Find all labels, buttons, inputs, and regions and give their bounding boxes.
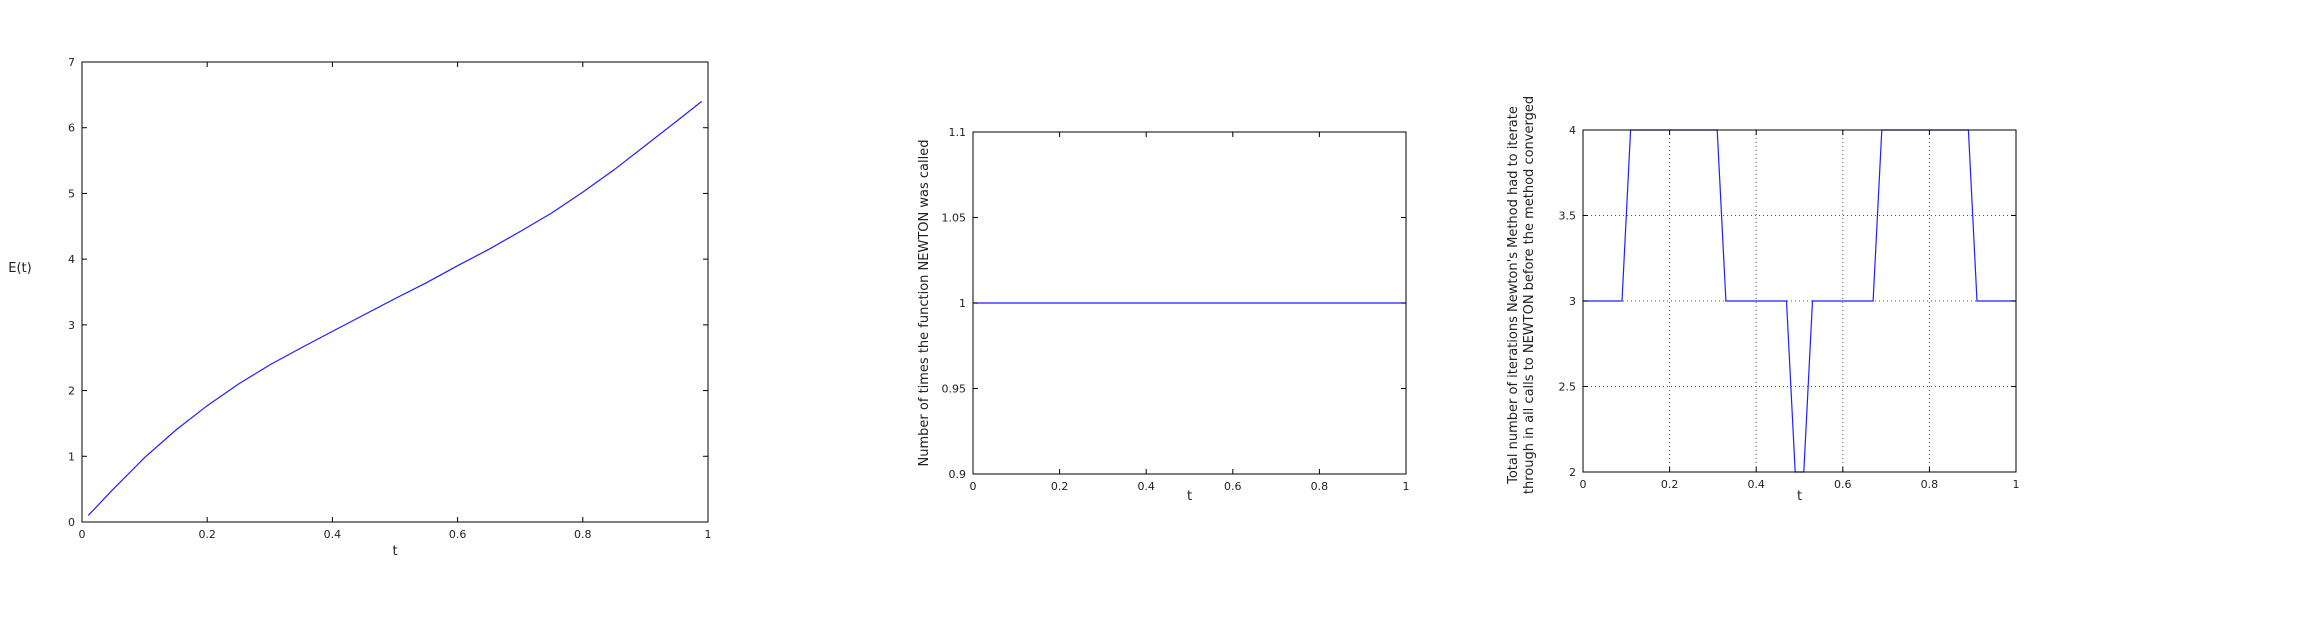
chart-1-x-tick-label: 0.8 [1311, 480, 1329, 493]
newton-calls-chart: 0 0.2 0.4 0.6 0.8 1 0.9 0.95 1 1.05 1.1 t Number of … [917, 126, 1410, 504]
chart-1-y-tick-label: 1 [959, 297, 966, 310]
chart-2-y-tick-label: 2 [1569, 466, 1576, 479]
chart-2-x-tick-label: 1 [2013, 478, 2020, 491]
chart-1-x-tick-label: 0.6 [1224, 480, 1242, 493]
chart-0-x-tick-label: 0 [79, 528, 86, 541]
chart-1-x-tick-label: 1 [1403, 480, 1410, 493]
chart-2-y-tick-label: 3 [1569, 295, 1576, 308]
chart-0-y-tick-label: 5 [68, 187, 75, 200]
chart-0-x-axis-label: t [392, 544, 397, 559]
newton-iterations-chart: 0 0.2 0.4 0.6 0.8 1 2 2.5 3 3.5 4 t Total number of … [1506, 96, 2020, 504]
chart-2-x-tick-label: 0.4 [1747, 478, 1765, 491]
chart-2-y-tick-label: 3.5 [1559, 210, 1577, 223]
chart-2-x-tick-label: 0.2 [1661, 478, 1679, 491]
chart-1-x-tick-label: 0.4 [1137, 480, 1155, 493]
chart-2-y-axis-label-line: Total number of iterations Newton's Meth… [1506, 106, 1521, 485]
chart-0-x-tick-label: 0.2 [198, 528, 216, 541]
chart-0-y-tick-label: 3 [68, 319, 75, 332]
chart-1-x-tick-label: 0 [970, 480, 977, 493]
chart-2-y-axis-label-line: through in all calls to NEWTON before th… [1522, 96, 1537, 494]
chart-1-y-tick-label: 1.05 [942, 212, 967, 225]
chart-2-y-axis-label: Total number of iterations Newton's Meth… [1506, 96, 1537, 494]
chart-0-y-axis-label: E(t) [8, 261, 31, 276]
chart-0-series-line [87, 100, 703, 516]
chart-0-y-tick-label: 7 [68, 56, 75, 69]
chart-0-x-tick-label: 0.4 [324, 528, 342, 541]
chart-2-y-tick-label: 2.5 [1559, 381, 1577, 394]
energy-chart: 0 0.2 0.4 0.6 0.8 1 0 1 2 3 4 5 6 7 t E(t) [8, 56, 711, 559]
chart-0-plot-frame [81, 61, 709, 523]
chart-2-x-axis-label: t [1797, 489, 1802, 504]
chart-1-y-axis-label-line: Number of times the function NEWTON was … [917, 140, 932, 467]
chart-0-x-tick-label: 1 [705, 528, 712, 541]
chart-0-y-tick-label: 6 [68, 122, 75, 135]
chart-1-x-axis-label: t [1187, 489, 1192, 504]
chart-0-y-tick-label: 2 [68, 385, 75, 398]
chart-0-y-tick-label: 0 [68, 516, 75, 529]
chart-0-y-tick-label: 1 [68, 450, 75, 463]
chart-2-y-tick-label: 4 [1569, 124, 1576, 137]
chart-0-x-tick-label: 0.6 [449, 528, 467, 541]
chart-0-y-tick-label: 4 [68, 253, 75, 266]
chart-1-y-axis-label: Number of times the function NEWTON was … [917, 140, 932, 467]
chart-2-x-tick-label: 0.6 [1834, 478, 1852, 491]
chart-1-y-tick-label: 0.9 [949, 468, 967, 481]
chart-2-x-tick-label: 0 [1580, 478, 1587, 491]
chart-1-x-tick-label: 0.2 [1051, 480, 1069, 493]
chart-1-y-tick-label: 1.1 [949, 126, 967, 139]
chart-1-y-tick-label: 0.95 [942, 383, 967, 396]
chart-2-x-tick-label: 0.8 [1921, 478, 1939, 491]
chart-0-x-tick-label: 0.8 [574, 528, 592, 541]
